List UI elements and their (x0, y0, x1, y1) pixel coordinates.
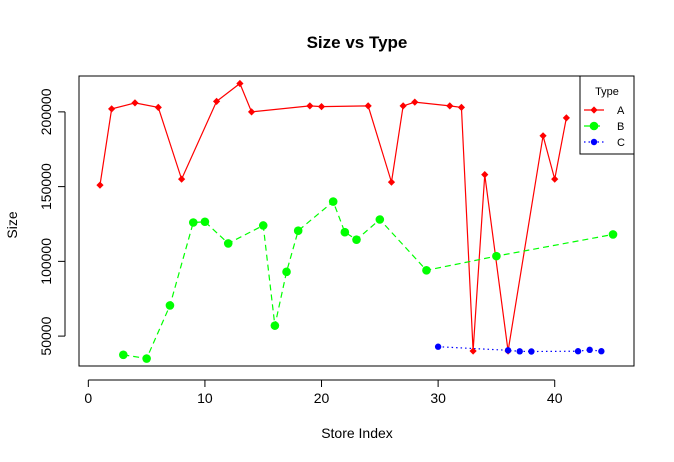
data-point-A (399, 102, 407, 110)
data-point-B (608, 230, 618, 239)
legend-label: C (617, 137, 625, 149)
data-point-A (306, 102, 314, 110)
data-point-A (317, 103, 326, 111)
data-point-B (188, 218, 198, 227)
data-point-A (154, 103, 162, 111)
data-point-B (293, 226, 303, 236)
data-point-A (551, 175, 559, 183)
data-point-A (457, 103, 466, 111)
data-point-B (200, 217, 210, 227)
x-tick-label: 10 (197, 390, 213, 406)
data-point-B (165, 301, 175, 310)
x-axis: 0 10 20 30 40 (84, 379, 563, 406)
data-point-A (212, 97, 221, 106)
data-point-B (270, 321, 280, 330)
data-point-C (516, 348, 523, 355)
legend-title: Type (595, 86, 619, 98)
data-point-B (119, 350, 128, 360)
data-point-A (108, 105, 116, 113)
series-line-B (123, 200, 614, 360)
data-point-C (574, 348, 582, 355)
series-line-A (99, 82, 567, 352)
legend-label: B (617, 121, 624, 133)
legend: Type ABC (579, 75, 635, 155)
legend-entry-C: C (584, 137, 625, 149)
data-point-A (131, 99, 139, 107)
x-tick-label: 20 (314, 390, 330, 406)
data-point-C (598, 348, 605, 355)
series-B (119, 197, 618, 363)
data-point-C (504, 347, 512, 354)
legend-box (579, 75, 635, 155)
y-axis-label: Size (4, 211, 20, 238)
x-tick-label: 30 (430, 390, 446, 406)
x-tick-label: 0 (84, 390, 92, 406)
data-point-B (492, 251, 501, 261)
y-axis: 50000 100000 150000 200000 (38, 88, 66, 356)
x-tick-label: 40 (547, 390, 563, 406)
series-C (434, 343, 605, 355)
legend-swatch-marker (589, 121, 599, 131)
y-tick-label: 200000 (38, 88, 54, 135)
series-A (96, 79, 570, 355)
legend-entry-B: B (584, 121, 624, 133)
x-axis-label: Store Index (321, 425, 393, 441)
legend-swatch-marker (590, 106, 598, 114)
data-point-B (328, 197, 338, 206)
data-point-A (481, 171, 489, 179)
data-point-B (422, 266, 431, 275)
data-point-A (247, 108, 256, 116)
data-point-A (387, 178, 396, 186)
data-point-A (446, 102, 454, 110)
data-point-A (178, 175, 186, 183)
data-point-B (142, 354, 151, 363)
data-point-A (539, 132, 547, 140)
data-point-C (586, 346, 593, 354)
legend-label: A (617, 105, 625, 117)
data-point-A (364, 102, 372, 110)
series-layer (96, 79, 618, 363)
data-point-B (340, 227, 350, 237)
chart-title: Size vs Type (307, 33, 408, 52)
data-point-A (411, 98, 419, 106)
legend-entry-A: A (584, 105, 625, 117)
data-point-A (562, 114, 570, 122)
data-point-A (96, 181, 104, 189)
y-tick-label: 150000 (38, 163, 54, 210)
y-tick-label: 50000 (38, 316, 54, 355)
legend-swatch-marker (590, 138, 598, 146)
data-point-B (282, 267, 291, 277)
data-point-B (375, 215, 385, 224)
data-point-B (258, 221, 268, 230)
plot-frame (78, 75, 635, 367)
data-point-C (528, 348, 535, 355)
data-point-A (469, 347, 477, 355)
data-point-C (434, 343, 442, 350)
data-point-A (236, 79, 244, 88)
y-tick-label: 100000 (38, 238, 54, 285)
data-point-B (223, 239, 233, 248)
data-point-B (352, 235, 361, 244)
